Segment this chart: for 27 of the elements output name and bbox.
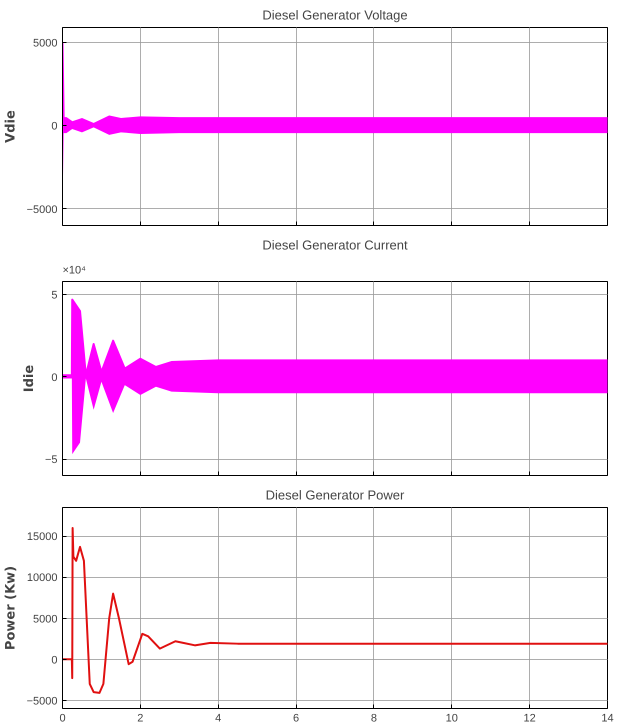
x-tick-label: 6 [293, 712, 300, 724]
y-tick-label: 10000 [26, 572, 58, 584]
line-series [62, 527, 608, 694]
chart-title: Diesel Generator Voltage [262, 8, 408, 22]
x-tick-label: 8 [370, 712, 377, 724]
y-axis-title: Power (Kw) [4, 566, 19, 650]
y-axis-title: Idie [22, 364, 37, 392]
y-tick-label: 0 [51, 120, 58, 133]
y-axis-title: Vdie [4, 110, 19, 143]
text: ×10⁴ [62, 264, 86, 276]
x-tick-label: 12 [524, 712, 536, 724]
x-tick-label: 14 [601, 712, 614, 724]
x-tick-label: 2 [137, 712, 144, 724]
y-tick-label: 5000 [33, 613, 58, 626]
x-tick-label: 0 [59, 712, 66, 724]
y-tick-label: 0 [51, 372, 58, 384]
y-tick-label: 5000 [33, 37, 58, 50]
y-tick-label: −5 [44, 454, 58, 466]
y-tick-label: 5 [51, 290, 58, 302]
y-tick-label: −5000 [26, 204, 58, 216]
chart-title: Diesel Generator Power [266, 488, 406, 502]
y-tick-label: −5000 [26, 695, 58, 708]
chart-title: Diesel Generator Current [262, 238, 408, 252]
y-tick-label: 0 [51, 654, 58, 666]
x-tick-label: 4 [215, 712, 222, 724]
y-tick-label: 15000 [26, 531, 58, 544]
x-tick-label: 10 [446, 712, 458, 724]
